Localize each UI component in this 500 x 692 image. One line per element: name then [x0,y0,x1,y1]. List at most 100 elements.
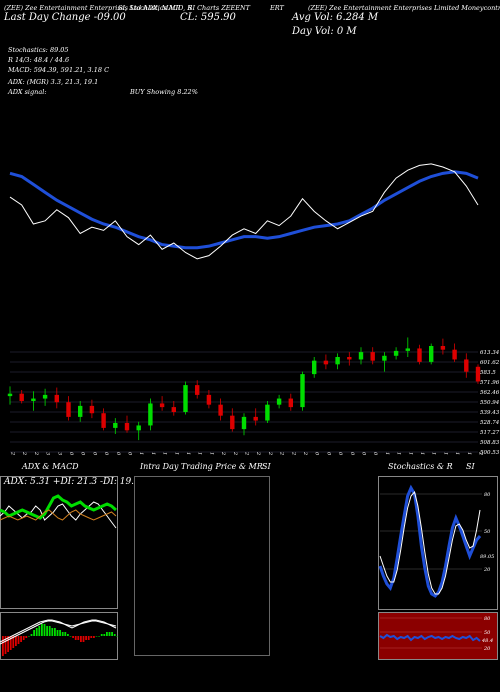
candlestick-series [7,337,481,441]
macd-bar [77,636,80,640]
date-tick-label: 06 Dec [361,452,367,455]
last-day-label: Last Day Change [4,12,91,23]
macd-bar [33,630,35,636]
macd-bar [22,636,25,640]
price-line [9,163,479,260]
candle-body [42,394,48,399]
candle-body [183,385,188,412]
candle-body [405,348,410,351]
date-tick-label: 13 Nov [162,452,168,455]
date-tick-label: 12 Dec [407,452,413,455]
macd-bar [41,624,43,636]
header-line1-far: (ZEE) Zee Entertainment Enterprises Limi… [308,4,500,12]
candle-body [370,352,375,361]
date-tick-label: 25 Nov [255,451,261,455]
day-vol-label: Day Vol: [292,26,334,37]
adx-panel-title: ADX & MACD [22,462,79,471]
price-tick-label: 517.27 [480,430,500,436]
macd-bar [30,634,33,636]
candle-body [382,355,387,361]
adx-panel [0,476,118,609]
date-tick-label: 05 Nov [91,452,97,455]
date-tick-label: 29 Nov [302,451,308,455]
adx-panel-readout: ADX: 5.31 +DI: 21.3 -DI: 19.15 [4,477,146,487]
rsi-axis-20: 20 [483,646,491,652]
date-tick-label: 07 Nov [115,452,121,455]
macd-histogram [2,624,118,656]
price-axis: 613.34 601.62 583.5 571.96 562.46 550.94 539.4… [480,350,500,455]
date-tick-label: 01 Nov [68,452,74,455]
date-tick-label: 09 Dec [372,452,378,455]
date-tick-label: 04 Dec [337,452,343,455]
last-day-value: -09.00 [93,12,126,23]
candle-body [358,352,364,360]
date-tick-label: 26 Oct [10,451,16,455]
macd-bar [59,630,61,636]
stochastics-readout: Stochastics: 89.05 [8,46,69,54]
candle-body [347,357,352,360]
macd-signal-line [0,620,117,645]
day-vol-value: 0 M [336,26,357,37]
stochastics-panel: 80 50 20 89.05 [378,476,498,610]
intraday-panel-title: Intra Day Trading Price & MR [140,462,263,471]
macd-bar [12,636,15,648]
adx-readout: ADX: (MGR) 3.3, 21.3, 19.1 [8,78,99,86]
date-tick-label: 29 Oct [33,451,39,455]
macd-bar [61,632,64,636]
header-line1-mid: SI, Stochastics MR [118,4,181,12]
macd-bar [64,632,67,636]
date-tick-label: 11 Dec [396,452,402,455]
candle-body [171,407,176,412]
macd-bar [46,626,48,636]
macd-panel [0,612,118,660]
intraday-panel-title-2: SI [262,462,271,471]
macd-bar [17,636,20,644]
candle-body [19,393,24,401]
header-line1-left: (ZEE) Zee Entertainment Enterprises Ltd … [4,4,193,12]
macd-bar [69,636,72,637]
stoch-k-line [378,484,482,598]
macd-bar [106,632,108,636]
rsi-line [379,633,481,642]
macd-bar [56,630,59,636]
day-volume: Day Vol: 0 M [292,26,357,37]
stoch-axis-80: 80 [484,492,491,498]
macd-bar [25,636,28,638]
macd-bar [74,636,77,640]
candle-body [113,423,118,428]
candle-body [66,402,71,417]
price-tick-label: 571.96 [480,380,500,386]
date-tick-label: 21 Nov [232,451,238,455]
price-tick-label: 583.5 [480,370,496,376]
candle-body [124,423,130,431]
date-tick-label: 04 Nov [80,452,86,455]
macd-bar [38,626,41,636]
candle-body [417,348,422,362]
date-tick-label: 18 Nov [197,452,203,455]
avg-vol-label: Avg Vol: [292,12,333,23]
stoch-panel-title: Stochastics & R [388,462,453,471]
price-tick-label: 550.94 [480,400,500,406]
candle-body [241,416,247,430]
header-line1-right: ERT [270,4,284,12]
stoch-value: 89.05 [480,554,494,560]
adx-line [0,501,117,529]
macd-bar [113,634,116,636]
date-tick-label: 19 Nov [208,452,214,455]
rsi-value: 48.4 [481,638,493,644]
date-tick-label: 15 Nov [185,452,191,455]
date-tick-label: 03 Dec [325,452,331,455]
macd-bar [100,634,103,636]
macd-bar [67,634,69,636]
macd-bar [48,626,51,636]
macd-bar [87,636,90,640]
candle-body [265,404,270,421]
date-tick-label: 08 Nov [127,452,133,455]
candle-body [218,404,223,416]
candle-body [464,359,469,372]
macd-bar [9,636,12,650]
date-tick-label: 18 Dec [454,452,460,455]
price-tick-label: 508.83 [480,440,500,446]
macd-bar [72,636,74,638]
date-tick-label: 31 Oct [56,452,62,455]
